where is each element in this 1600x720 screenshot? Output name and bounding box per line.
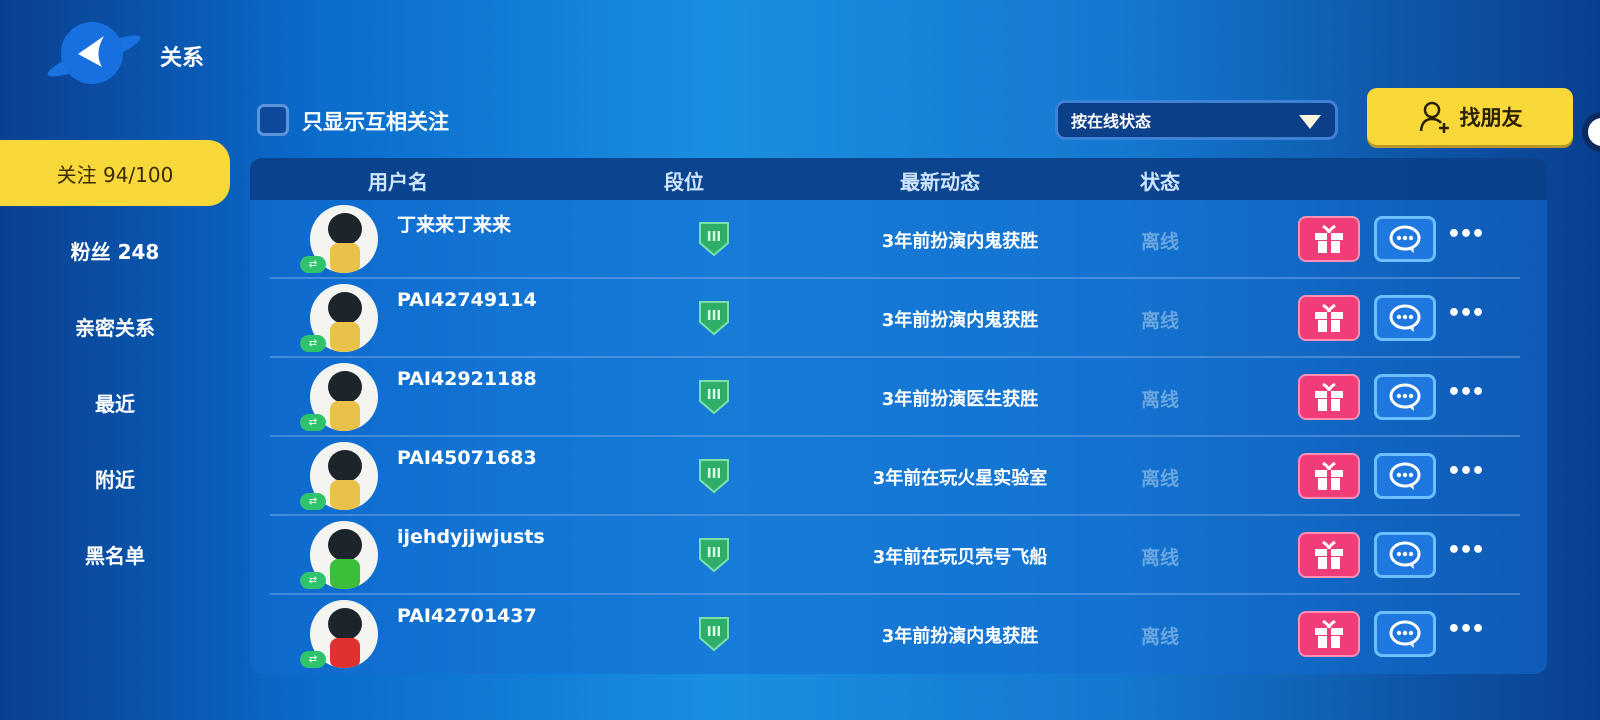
column-header-status: 状态 [1140,170,1180,194]
mutual-follow-tag-icon: ⇄ [300,256,326,273]
chat-bubble-icon [1389,462,1421,490]
column-header-username: 用户名 [368,170,428,194]
latest-activity: 3年前在玩贝壳号飞船 [872,547,1048,568]
rank-badge-icon: III [698,300,730,340]
table-row[interactable]: ⇄ PAI42921188 III 3年前扮演医生获胜 离线 ••• [270,358,1520,437]
find-friends-button[interactable]: 找朋友 [1367,88,1573,145]
latest-activity: 3年前扮演内鬼获胜 [881,310,1039,331]
sort-dropdown[interactable]: 按在线状态 [1055,100,1338,140]
chat-button[interactable] [1374,374,1436,420]
username[interactable]: ijehdyjjwjusts [397,526,545,548]
online-status: 离线 [1140,547,1180,569]
send-gift-button[interactable] [1298,532,1360,578]
table-row[interactable]: ⇄ PAI42701437 III 3年前扮演内鬼获胜 离线 ••• [270,595,1520,674]
side-panel-handle[interactable] [1582,112,1600,152]
username[interactable]: PAI42701437 [397,605,537,627]
online-status: 离线 [1140,389,1180,411]
chat-bubble-icon [1389,620,1421,648]
back-arrow-planet-icon [47,22,141,84]
mutual-follow-tag-icon: ⇄ [300,414,326,431]
chat-bubble-icon [1389,225,1421,253]
more-options-button[interactable]: ••• [1446,538,1485,563]
gift-icon [1315,303,1343,332]
gift-icon [1315,540,1343,569]
gift-icon [1315,619,1343,648]
chat-bubble-icon [1389,383,1421,411]
mutual-follow-tag-icon: ⇄ [300,572,326,589]
username[interactable]: 丁来来丁来来 [397,214,512,236]
sidebar-item-4[interactable]: 附近 [95,467,135,492]
more-options-button[interactable]: ••• [1446,222,1485,247]
follow-list-table: 用户名 段位 最新动态 状态 ⇄ 丁来来丁来来 III 3年前扮演内鬼获胜 离线… [250,158,1547,674]
mutual-follow-tag-icon: ⇄ [300,335,326,352]
sidebar: 关注 94/100 粉丝 248 亲密关系最近附近黑名单 [0,140,230,592]
chat-button[interactable] [1374,453,1436,499]
send-gift-button[interactable] [1298,453,1360,499]
chat-button[interactable] [1374,611,1436,657]
send-gift-button[interactable] [1298,374,1360,420]
back-button[interactable] [44,20,144,86]
username[interactable]: PAI42921188 [397,368,537,390]
svg-text:III: III [707,546,722,561]
latest-activity: 3年前扮演医生获胜 [881,389,1039,410]
gift-icon [1315,224,1343,253]
mutual-only-label[interactable]: 只显示互相关注 [302,110,449,134]
more-options-button[interactable]: ••• [1446,380,1485,405]
sidebar-item-2[interactable]: 亲密关系 [75,315,155,340]
more-options-button[interactable]: ••• [1446,617,1485,642]
svg-text:III: III [707,388,722,403]
sort-dropdown-value: 按在线状态 [1071,112,1152,131]
username[interactable]: PAI42749114 [397,289,537,311]
column-header-activity: 最新动态 [900,170,980,194]
mutual-follow-tag-icon: ⇄ [300,493,326,510]
sidebar-item-1[interactable]: 粉丝 248 [70,239,160,264]
chat-button[interactable] [1374,532,1436,578]
online-status: 离线 [1140,626,1180,648]
svg-text:III: III [707,625,722,640]
latest-activity: 3年前在玩火星实验室 [872,468,1048,489]
rank-badge-icon: III [698,458,730,498]
rank-badge-icon: III [698,221,730,261]
gift-icon [1315,382,1343,411]
gift-icon [1315,461,1343,490]
rank-badge-icon: III [698,379,730,419]
column-header-rank: 段位 [664,170,704,194]
svg-text:III: III [707,467,722,482]
username[interactable]: PAI45071683 [397,447,537,469]
svg-text:III: III [707,309,722,324]
mutual-follow-tag-icon: ⇄ [300,651,326,668]
online-status: 离线 [1140,468,1180,490]
svg-text:III: III [707,230,722,245]
send-gift-button[interactable] [1298,216,1360,262]
table-row[interactable]: ⇄ 丁来来丁来来 III 3年前扮演内鬼获胜 离线 ••• [270,200,1520,279]
online-status: 离线 [1140,231,1180,253]
more-options-button[interactable]: ••• [1446,459,1485,484]
avatar[interactable] [310,600,378,668]
add-user-icon [1419,101,1449,133]
dropdown-triangle-icon [1299,115,1321,129]
chat-button[interactable] [1374,295,1436,341]
chat-bubble-icon [1389,304,1421,332]
online-status: 离线 [1140,310,1180,332]
sidebar-item-5[interactable]: 黑名单 [85,543,145,568]
table-row[interactable]: ⇄ ijehdyjjwjusts III 3年前在玩贝壳号飞船 离线 ••• [270,516,1520,595]
table-header: 用户名 段位 最新动态 状态 [250,158,1547,200]
rank-badge-icon: III [698,537,730,577]
table-row[interactable]: ⇄ PAI45071683 III 3年前在玩火星实验室 离线 ••• [270,437,1520,516]
rank-badge-icon: III [698,616,730,656]
find-friends-label: 找朋友 [1459,105,1523,130]
more-options-button[interactable]: ••• [1446,301,1485,326]
send-gift-button[interactable] [1298,295,1360,341]
mutual-only-checkbox[interactable] [257,104,289,136]
chat-button[interactable] [1374,216,1436,262]
table-row[interactable]: ⇄ PAI42749114 III 3年前扮演内鬼获胜 离线 ••• [270,279,1520,358]
latest-activity: 3年前扮演内鬼获胜 [881,626,1039,647]
send-gift-button[interactable] [1298,611,1360,657]
latest-activity: 3年前扮演内鬼获胜 [881,231,1039,252]
page-title: 关系 [160,46,205,71]
sidebar-item-0[interactable]: 关注 94/100 [0,140,230,206]
chat-bubble-icon [1389,541,1421,569]
sidebar-item-3[interactable]: 最近 [95,391,135,416]
